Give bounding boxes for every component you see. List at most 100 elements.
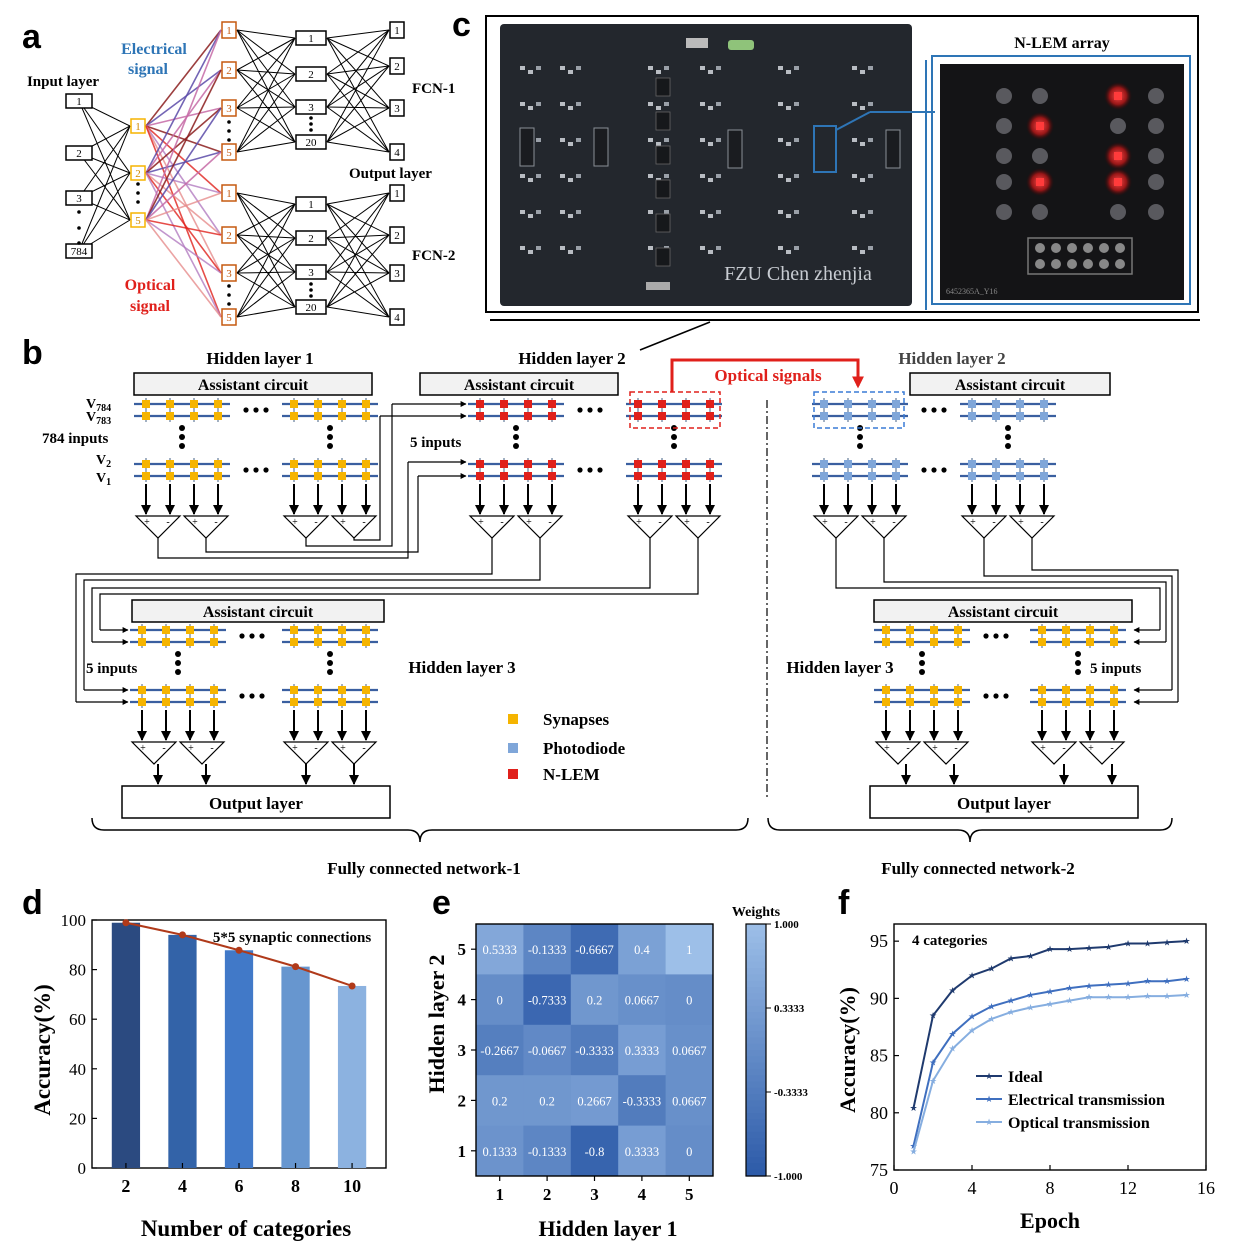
optical-edge <box>145 125 222 236</box>
assistant-circuit-5-label: Assistant circuit <box>948 604 1059 621</box>
accuracy-epoch-chart: 0 4 8 12 16 75 80 85 90 95 ★ ★ ★ ★ ★ ★ ★ ★ ★ ★ ★ ★ ★ ★ ★ ★ Ideal ★ ★… <box>870 923 1215 1198</box>
hidden1-hdots <box>243 467 249 473</box>
e-colorbar-segment <box>746 1062 766 1070</box>
fcn2-output-node-box <box>389 184 405 202</box>
hidden1-cell <box>214 400 222 408</box>
hidden3-right-plus: + <box>1088 743 1094 754</box>
assistant-circuit-3-box <box>909 372 1111 396</box>
nlem-pin <box>1067 243 1077 253</box>
hidden2-amplifier <box>516 515 564 539</box>
e-cell-label: 0.2 <box>587 994 603 1008</box>
hidden3-right-cell <box>930 638 938 646</box>
input-edge <box>78 125 131 199</box>
f-series-marker: ★ <box>1143 976 1151 986</box>
pcb-smd <box>700 246 705 250</box>
fcn2-hidden-node-label: 20 <box>306 302 318 314</box>
hidden3-hdots <box>239 633 245 639</box>
hidden3-right-minus: - <box>906 743 909 754</box>
output-layer-1-label: Output layer <box>209 794 303 813</box>
d-xtick-label: 4 <box>178 1176 187 1196</box>
e-ytick-label: 4 <box>458 991 467 1010</box>
hidden2-right-vdots <box>1005 425 1011 431</box>
hidden3-vdots <box>327 660 333 666</box>
e-xlabel: Hidden layer 1 <box>539 1216 678 1241</box>
hidden3-cell <box>290 686 298 694</box>
fcn-edge <box>236 192 296 205</box>
pcb-connector <box>593 127 609 167</box>
hidden1-minus: - <box>166 517 169 528</box>
pcb-smd <box>528 214 533 218</box>
nlem-pin <box>1083 243 1093 253</box>
fcn2-input-node-label: 1 <box>226 188 232 200</box>
fcn2-output-node-box <box>389 226 405 244</box>
e-xtick-label: 3 <box>590 1185 599 1204</box>
pcb-smd <box>708 70 713 74</box>
pcb-smd <box>560 102 565 106</box>
e-cell-label: 0.3333 <box>625 1145 659 1159</box>
pcb-smd <box>560 210 565 214</box>
optical-edge <box>145 172 222 318</box>
fcn1-hidden-node-box <box>295 134 327 150</box>
pcb-smd <box>852 138 857 142</box>
panel-label-c: c <box>452 6 471 44</box>
pcb-smd <box>576 210 581 214</box>
e-cell-label: 0.2 <box>539 1094 555 1108</box>
hidden3-right-vdots <box>919 669 925 675</box>
hidden1-cell <box>338 472 346 480</box>
hidden-node-label: 2 <box>135 168 141 180</box>
nlem-pin <box>1051 259 1061 269</box>
assistant-circuit-4-box <box>131 599 385 623</box>
assistant-circuit-2-box <box>419 372 619 396</box>
f-series-marker: ★ <box>1046 999 1054 1009</box>
hidden3-cell <box>162 626 170 634</box>
hidden3-cell <box>290 626 298 634</box>
fcn-edge <box>326 192 390 308</box>
f-series-marker: ★ <box>929 1011 937 1021</box>
pcb-smd <box>860 70 865 74</box>
pcb-smd <box>560 138 565 142</box>
hidden1-vdots <box>179 434 185 440</box>
pcb-smd <box>664 66 669 70</box>
v2-label: V2 <box>96 453 111 470</box>
e-colorbar-segment <box>746 974 766 982</box>
hidden3-hdots <box>239 693 245 699</box>
hidden1-vdots <box>179 425 185 431</box>
fcn-edge <box>236 192 296 308</box>
panel-f-line-chart: 0 4 8 12 16 75 80 85 90 95 ★ ★ ★ ★ ★ ★ ★ ★ ★ ★ ★ ★ ★ ★ ★ ★ Ideal ★ ★… <box>835 923 1215 1233</box>
f-series-marker: ★ <box>1182 990 1190 1000</box>
hidden2-cell <box>706 472 714 480</box>
hidden1-amplifier <box>330 515 378 539</box>
nlem-led-off <box>1032 204 1048 220</box>
hidden2-right-vdots <box>857 443 863 449</box>
optical-signal-label-2: signal <box>130 298 171 315</box>
pcb-smd <box>568 142 573 146</box>
fcn-edge <box>236 203 296 274</box>
nlem-led-off <box>1148 148 1164 164</box>
e-cell <box>476 1024 524 1076</box>
hidden3-right-hdots <box>993 633 999 639</box>
pcb-smd <box>520 66 525 70</box>
hidden3-right-cell <box>1062 626 1070 634</box>
hidden2-cell <box>682 412 690 420</box>
pcb-smd <box>568 214 573 218</box>
hidden3-hdots <box>259 633 265 639</box>
e-colorbar-segment <box>746 1119 766 1127</box>
hidden2-right-cell <box>968 412 976 420</box>
e-cell-label: 0.2667 <box>577 1094 611 1108</box>
e-colorbar-segment <box>746 936 766 944</box>
hidden-node-box <box>130 165 146 181</box>
pcb-smd <box>536 210 541 214</box>
pcb-smd <box>528 106 533 110</box>
e-cell <box>570 924 619 975</box>
assistant-circuit-5-box <box>873 599 1133 623</box>
input-edge <box>78 172 131 252</box>
input-node-label: 1 <box>76 96 82 108</box>
pcb-smd <box>648 138 653 142</box>
fcn1-input-node-label: 5 <box>226 147 232 159</box>
pcb-connector <box>519 127 535 167</box>
hidden3-right-hdots <box>983 693 989 699</box>
pcb-smd <box>528 178 533 182</box>
fcn-edge <box>236 306 296 318</box>
fcn2-output-node-label: 1 <box>394 188 400 200</box>
v2-sub: 2 <box>106 459 111 470</box>
